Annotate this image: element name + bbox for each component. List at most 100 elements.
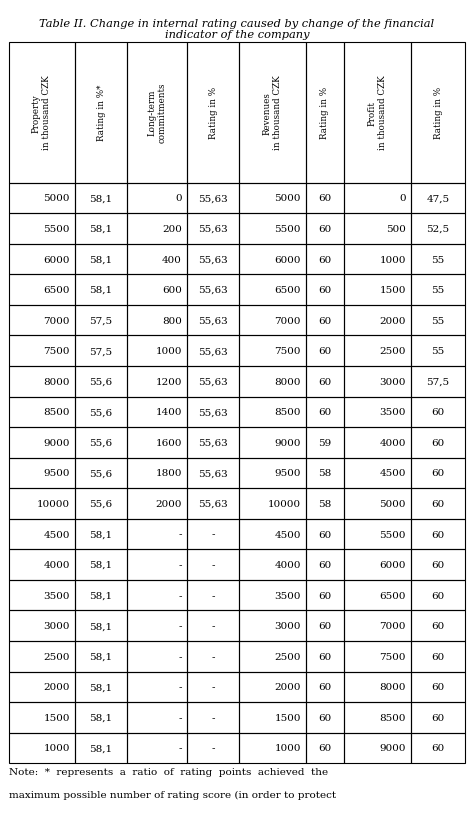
Bar — [239, 550, 306, 580]
Bar — [75, 336, 128, 367]
Text: 60: 60 — [431, 682, 445, 691]
Bar — [75, 43, 128, 183]
Bar — [239, 458, 306, 489]
Text: 60: 60 — [431, 713, 445, 722]
Text: 500: 500 — [386, 224, 406, 233]
Text: 58,1: 58,1 — [90, 560, 113, 569]
Text: 58,1: 58,1 — [90, 682, 113, 691]
Bar — [187, 458, 239, 489]
Text: 58,1: 58,1 — [90, 652, 113, 661]
Text: 60: 60 — [319, 256, 332, 265]
Bar — [306, 367, 345, 397]
Bar — [410, 702, 465, 733]
Text: -: - — [179, 682, 182, 691]
Bar — [75, 580, 128, 611]
Bar — [345, 428, 410, 458]
Bar — [239, 43, 306, 183]
Text: 2000: 2000 — [44, 682, 70, 691]
Bar — [410, 336, 465, 367]
Bar — [187, 245, 239, 275]
Text: 9000: 9000 — [44, 438, 70, 447]
Text: 3000: 3000 — [274, 622, 301, 631]
Text: 4500: 4500 — [44, 530, 70, 539]
Bar — [345, 672, 410, 702]
Text: 3000: 3000 — [44, 622, 70, 631]
Bar — [345, 43, 410, 183]
Text: 60: 60 — [431, 438, 445, 447]
Text: 55: 55 — [431, 346, 445, 355]
Bar — [128, 489, 187, 519]
Bar — [306, 702, 345, 733]
Text: 60: 60 — [431, 652, 445, 661]
Bar — [345, 519, 410, 550]
Text: 55,63: 55,63 — [198, 500, 228, 509]
Text: -: - — [179, 530, 182, 539]
Bar — [187, 611, 239, 641]
Bar — [128, 458, 187, 489]
Text: 3500: 3500 — [274, 591, 301, 600]
Bar — [9, 550, 75, 580]
Bar — [9, 489, 75, 519]
Text: 60: 60 — [431, 500, 445, 509]
Bar — [9, 702, 75, 733]
Text: 6500: 6500 — [274, 286, 301, 295]
Text: 5000: 5000 — [274, 194, 301, 203]
Bar — [239, 397, 306, 428]
Bar — [75, 183, 128, 214]
Text: 800: 800 — [162, 316, 182, 325]
Bar — [239, 702, 306, 733]
Text: 60: 60 — [319, 622, 332, 631]
Bar — [306, 214, 345, 245]
Text: 55,63: 55,63 — [198, 346, 228, 355]
Text: 58,1: 58,1 — [90, 530, 113, 539]
Bar — [306, 397, 345, 428]
Text: -: - — [211, 560, 215, 569]
Text: Rating in %: Rating in % — [434, 87, 443, 139]
Bar — [410, 245, 465, 275]
Text: 55,6: 55,6 — [90, 469, 113, 477]
Text: Note:  *  represents  a  ratio  of  rating  points  achieved  the: Note: * represents a ratio of rating poi… — [9, 767, 328, 776]
Text: 60: 60 — [431, 744, 445, 753]
Text: 3500: 3500 — [44, 591, 70, 600]
Bar — [345, 550, 410, 580]
Bar — [187, 702, 239, 733]
Text: 58,1: 58,1 — [90, 286, 113, 295]
Text: 58,1: 58,1 — [90, 713, 113, 722]
Bar — [128, 672, 187, 702]
Text: 7500: 7500 — [44, 346, 70, 355]
Text: 55,63: 55,63 — [198, 256, 228, 265]
Bar — [306, 611, 345, 641]
Text: 4500: 4500 — [379, 469, 406, 477]
Bar — [128, 183, 187, 214]
Bar — [187, 733, 239, 763]
Bar — [345, 214, 410, 245]
Bar — [9, 183, 75, 214]
Bar — [239, 672, 306, 702]
Bar — [187, 672, 239, 702]
Bar — [306, 489, 345, 519]
Text: -: - — [179, 713, 182, 722]
Text: 60: 60 — [319, 652, 332, 661]
Bar — [9, 733, 75, 763]
Text: 9000: 9000 — [379, 744, 406, 753]
Bar — [128, 336, 187, 367]
Text: 60: 60 — [319, 713, 332, 722]
Text: 200: 200 — [162, 224, 182, 233]
Bar — [187, 43, 239, 183]
Text: -: - — [179, 652, 182, 661]
Text: 2000: 2000 — [274, 682, 301, 691]
Bar — [75, 489, 128, 519]
Text: indicator of the company: indicator of the company — [165, 30, 309, 40]
Text: 7500: 7500 — [274, 346, 301, 355]
Bar — [239, 611, 306, 641]
Bar — [128, 367, 187, 397]
Bar — [410, 397, 465, 428]
Text: 7000: 7000 — [379, 622, 406, 631]
Bar — [128, 245, 187, 275]
Text: 60: 60 — [319, 591, 332, 600]
Text: 60: 60 — [319, 378, 332, 387]
Bar — [306, 245, 345, 275]
Text: Rating in %*: Rating in %* — [97, 85, 106, 141]
Text: 5000: 5000 — [44, 194, 70, 203]
Bar — [345, 611, 410, 641]
